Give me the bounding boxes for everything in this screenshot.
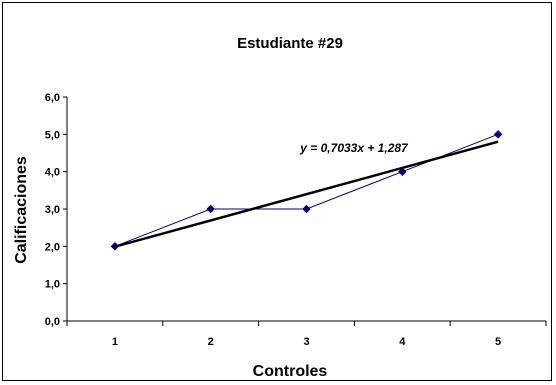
plot-layer: 0,0 1,0 2,0 3,0 4,0 5,0 6,0 1 2 3 4 5 <box>45 92 547 348</box>
data-point <box>302 204 311 214</box>
trendline-equation: y = 0,7033x + 1,287 <box>299 141 409 155</box>
chart-area: Estudiante #29 y = 0,7033x + 1,287 Contr… <box>2 2 552 381</box>
y-tick-label: 1,0 <box>45 279 60 291</box>
x-tick-label: 3 <box>303 336 309 348</box>
x-tick-label: 4 <box>399 336 406 348</box>
x-tick-label: 2 <box>208 336 214 348</box>
y-axis-title: Calificaciones <box>13 156 30 264</box>
y-tick-label: 3,0 <box>45 204 60 216</box>
x-axis-title: Controles <box>253 363 328 380</box>
y-tick-label: 4,0 <box>45 167 60 179</box>
x-tick-label: 5 <box>495 336 501 348</box>
y-tick-label: 5,0 <box>45 129 60 141</box>
y-tick-label: 6,0 <box>45 92 60 104</box>
chart-title: Estudiante #29 <box>237 35 343 52</box>
y-tick-label: 0,0 <box>45 316 60 328</box>
line-chart: Estudiante #29 y = 0,7033x + 1,287 Contr… <box>13 35 547 380</box>
data-point <box>206 204 216 214</box>
data-point <box>493 129 503 139</box>
x-tick-label: 1 <box>112 336 118 348</box>
trendline <box>114 140 499 248</box>
y-tick-label: 2,0 <box>45 241 60 253</box>
